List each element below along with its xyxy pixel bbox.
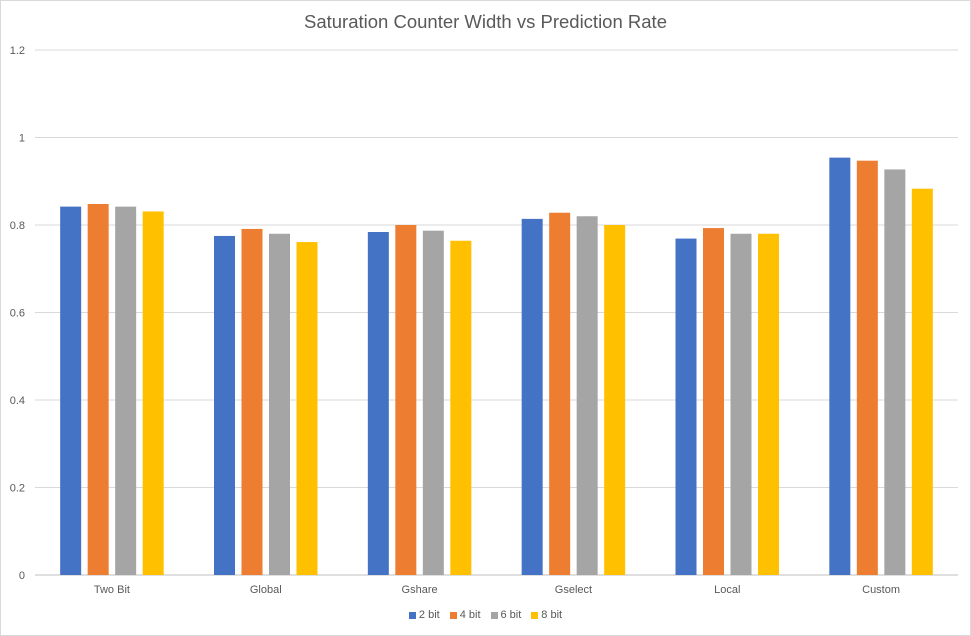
legend-item: 4 bit [449,609,481,621]
y-tick-label: 0.8 [10,220,25,232]
y-tick-label: 0.6 [10,308,25,320]
legend-label: 2 bit [418,609,440,621]
bar [142,211,164,575]
bar [703,228,724,575]
x-tick-label: Global [250,584,282,596]
x-tick-label: Custom [862,584,900,596]
y-tick-label: 1 [19,133,25,145]
bar [241,228,263,575]
bar [730,233,752,575]
legend-item: 6 bit [490,609,522,621]
legend-label: 8 bit [541,609,563,621]
y-tick-label: 0.4 [10,395,25,407]
bar [87,204,109,575]
bar [60,206,82,575]
legend-swatch [490,611,498,619]
legend-item: 2 bit [408,609,440,621]
x-tick-label: Gshare [402,584,438,596]
bar [214,235,235,575]
legend-label: 6 bit [500,609,522,621]
bar [604,225,626,575]
bar [758,233,779,575]
bar [576,216,598,575]
chart-title: Saturation Counter Width vs Prediction R… [304,11,667,32]
legend-swatch [408,611,416,619]
bar [269,233,290,575]
bar [675,238,697,575]
bar [296,242,318,575]
y-tick-label: 1.2 [10,45,25,57]
y-tick-label: 0 [19,570,25,582]
bar [115,206,137,575]
bar [521,218,543,575]
x-tick-label: Local [714,584,740,596]
bar [422,230,444,575]
bar [367,232,389,575]
bar [884,169,906,575]
bar [549,212,571,575]
bar [856,160,878,575]
legend-swatch [449,611,457,619]
x-tick-label: Gselect [555,584,592,596]
legend: 2 bit 4 bit 6 bit 8 bit [0,609,971,621]
bar [829,157,851,575]
bar [395,225,417,575]
legend-item: 8 bit [531,609,562,621]
y-tick-label: 0.2 [10,483,25,495]
legend-swatch [531,611,539,619]
x-tick-label: Two Bit [94,584,130,596]
bar [911,188,933,575]
legend-label: 4 bit [459,609,481,621]
bar [450,240,472,575]
